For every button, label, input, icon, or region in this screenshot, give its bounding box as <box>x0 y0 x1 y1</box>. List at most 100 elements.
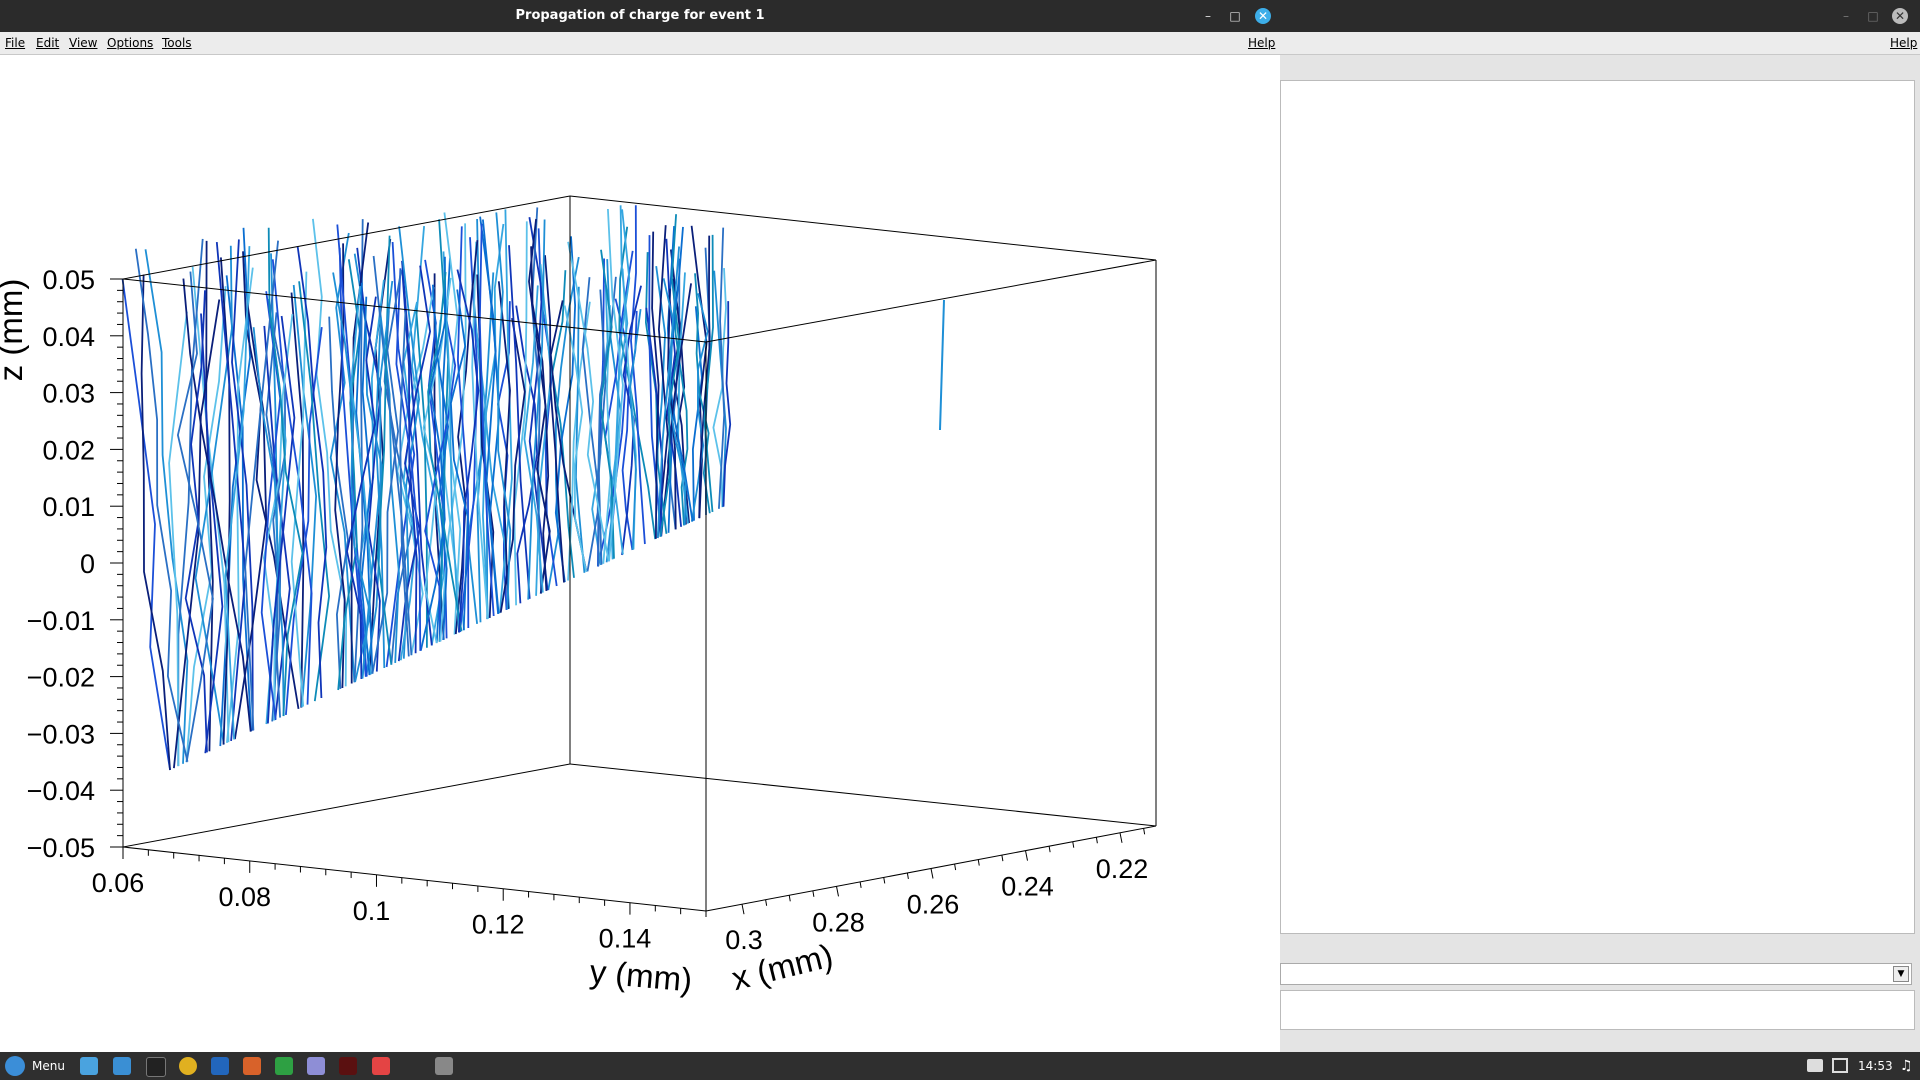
charge-track <box>346 296 377 680</box>
menu-view[interactable]: View <box>69 36 98 50</box>
charge-track <box>454 240 479 635</box>
x-major-tick <box>836 886 839 897</box>
main-menubar: File Edit View Options Tools Help <box>0 32 1280 55</box>
charge-track <box>513 221 528 606</box>
z-axis-ticks: 0.05 0.04 0.03 0.02 0.01 0 −0.01 −0.02 −0.03 −0.0… <box>27 265 123 863</box>
menu-options[interactable]: Options <box>107 36 154 50</box>
charge-track <box>267 315 296 724</box>
sound-icon[interactable]: ♫ <box>1900 1058 1913 1074</box>
background-textbox[interactable] <box>1280 990 1915 1030</box>
background-combobox[interactable]: ▼ <box>1280 963 1912 985</box>
charge-track <box>140 274 171 771</box>
y-axis-title: y (mm) <box>588 953 693 999</box>
clock: 14:53 <box>1858 1059 1893 1073</box>
menu-edit[interactable]: Edit <box>36 36 60 50</box>
charge-track <box>628 308 642 550</box>
desktop-icon[interactable] <box>80 1057 98 1075</box>
charge-track <box>530 246 550 591</box>
file-manager-icon[interactable] <box>113 1057 131 1075</box>
bg-menu-help[interactable]: Help <box>1890 36 1918 50</box>
document-viewer-icon[interactable] <box>339 1057 357 1075</box>
charge-track <box>399 311 410 657</box>
charge-track <box>613 209 631 555</box>
network-icon[interactable] <box>1832 1058 1848 1073</box>
spreadsheet-icon[interactable] <box>275 1057 293 1075</box>
charge-track <box>360 296 372 676</box>
charge-track <box>690 293 709 522</box>
charge-track <box>442 251 460 633</box>
charge-track <box>397 265 432 662</box>
box-edge <box>705 259 1157 343</box>
x-major-tick <box>741 904 745 915</box>
charge-track <box>665 238 682 527</box>
chrome-icon[interactable] <box>179 1057 197 1075</box>
x-minor-tick <box>1072 841 1075 848</box>
charge-track <box>176 271 214 763</box>
charge-track <box>554 236 577 583</box>
charge-track <box>411 226 445 646</box>
charge-track <box>134 248 189 762</box>
menu-help[interactable]: Help <box>1248 36 1276 50</box>
y-tick-label: 0.14 <box>599 924 652 954</box>
charge-track <box>182 278 252 732</box>
charge-track <box>252 327 285 716</box>
menu-file[interactable]: File <box>5 36 26 50</box>
x-minor-tick <box>906 872 909 880</box>
charge-track <box>691 306 703 521</box>
charge-track <box>144 249 189 764</box>
z-tick-label: −0.05 <box>27 833 95 863</box>
app-icon[interactable] <box>372 1057 390 1075</box>
r-app-icon[interactable] <box>211 1057 229 1075</box>
x-major-tick <box>930 868 934 879</box>
charge-track <box>645 307 664 537</box>
z-tick-label: 0.01 <box>42 492 95 522</box>
plot-canvas[interactable]: 0.05 0.04 0.03 0.02 0.01 0 −0.01 −0.02 −0.03 −0.0… <box>0 55 1280 1052</box>
charge-track <box>607 208 624 562</box>
charge-track <box>515 305 539 604</box>
minimize-icon[interactable]: – <box>1205 9 1211 23</box>
x-tick-label: 0.22 <box>1096 854 1149 884</box>
z-tick-label: 0.02 <box>42 435 95 465</box>
terminal-icon[interactable] <box>146 1057 166 1077</box>
charge-track <box>651 231 660 539</box>
bg-maximize-icon[interactable]: □ <box>1867 9 1879 23</box>
charge-track <box>722 301 732 507</box>
charge-propagation-plot: 0.05 0.04 0.03 0.02 0.01 0 −0.01 −0.02 −0.03 −0.0… <box>0 195 1157 999</box>
menu-launcher-label[interactable]: Menu <box>32 1059 65 1073</box>
charge-track <box>449 289 469 631</box>
charge-track <box>718 227 726 509</box>
charge-track <box>427 272 463 632</box>
charge-track <box>939 299 945 431</box>
printer-icon[interactable] <box>1807 1059 1823 1072</box>
charge-track <box>290 292 305 708</box>
background-menubar: Help <box>1280 32 1920 55</box>
charge-track <box>401 270 418 654</box>
charge-track <box>574 286 586 573</box>
x-minor-tick <box>883 877 886 884</box>
z-tick-label: −0.03 <box>27 719 95 749</box>
active-window-icon[interactable] <box>435 1057 453 1075</box>
maximize-icon[interactable]: □ <box>1229 9 1241 23</box>
text-editor-icon[interactable] <box>307 1057 325 1075</box>
menu-launcher-icon[interactable] <box>5 1056 25 1076</box>
charge-track <box>527 219 546 600</box>
charge-track <box>677 272 689 524</box>
bg-close-icon[interactable]: ✕ <box>1892 8 1908 24</box>
chevron-down-icon[interactable]: ▼ <box>1893 966 1909 982</box>
charge-track <box>656 225 669 539</box>
menu-tools[interactable]: Tools <box>162 36 192 50</box>
presentation-icon[interactable] <box>243 1057 261 1075</box>
charge-track <box>168 311 188 767</box>
taskbar: Menu 14:53 ♫ <box>0 1052 1920 1080</box>
z-tick-label: −0.01 <box>27 606 95 636</box>
charge-track <box>267 227 304 717</box>
close-icon[interactable]: ✕ <box>1255 8 1271 24</box>
charge-track <box>271 259 313 705</box>
x-minor-tick <box>1143 828 1146 835</box>
bg-minimize-icon[interactable]: – <box>1843 9 1849 23</box>
background-window-body: ▼ <box>1280 55 1920 1052</box>
charge-track <box>173 299 221 769</box>
charge-track <box>551 270 575 578</box>
charge-track <box>419 256 447 651</box>
charge-track <box>376 235 393 665</box>
